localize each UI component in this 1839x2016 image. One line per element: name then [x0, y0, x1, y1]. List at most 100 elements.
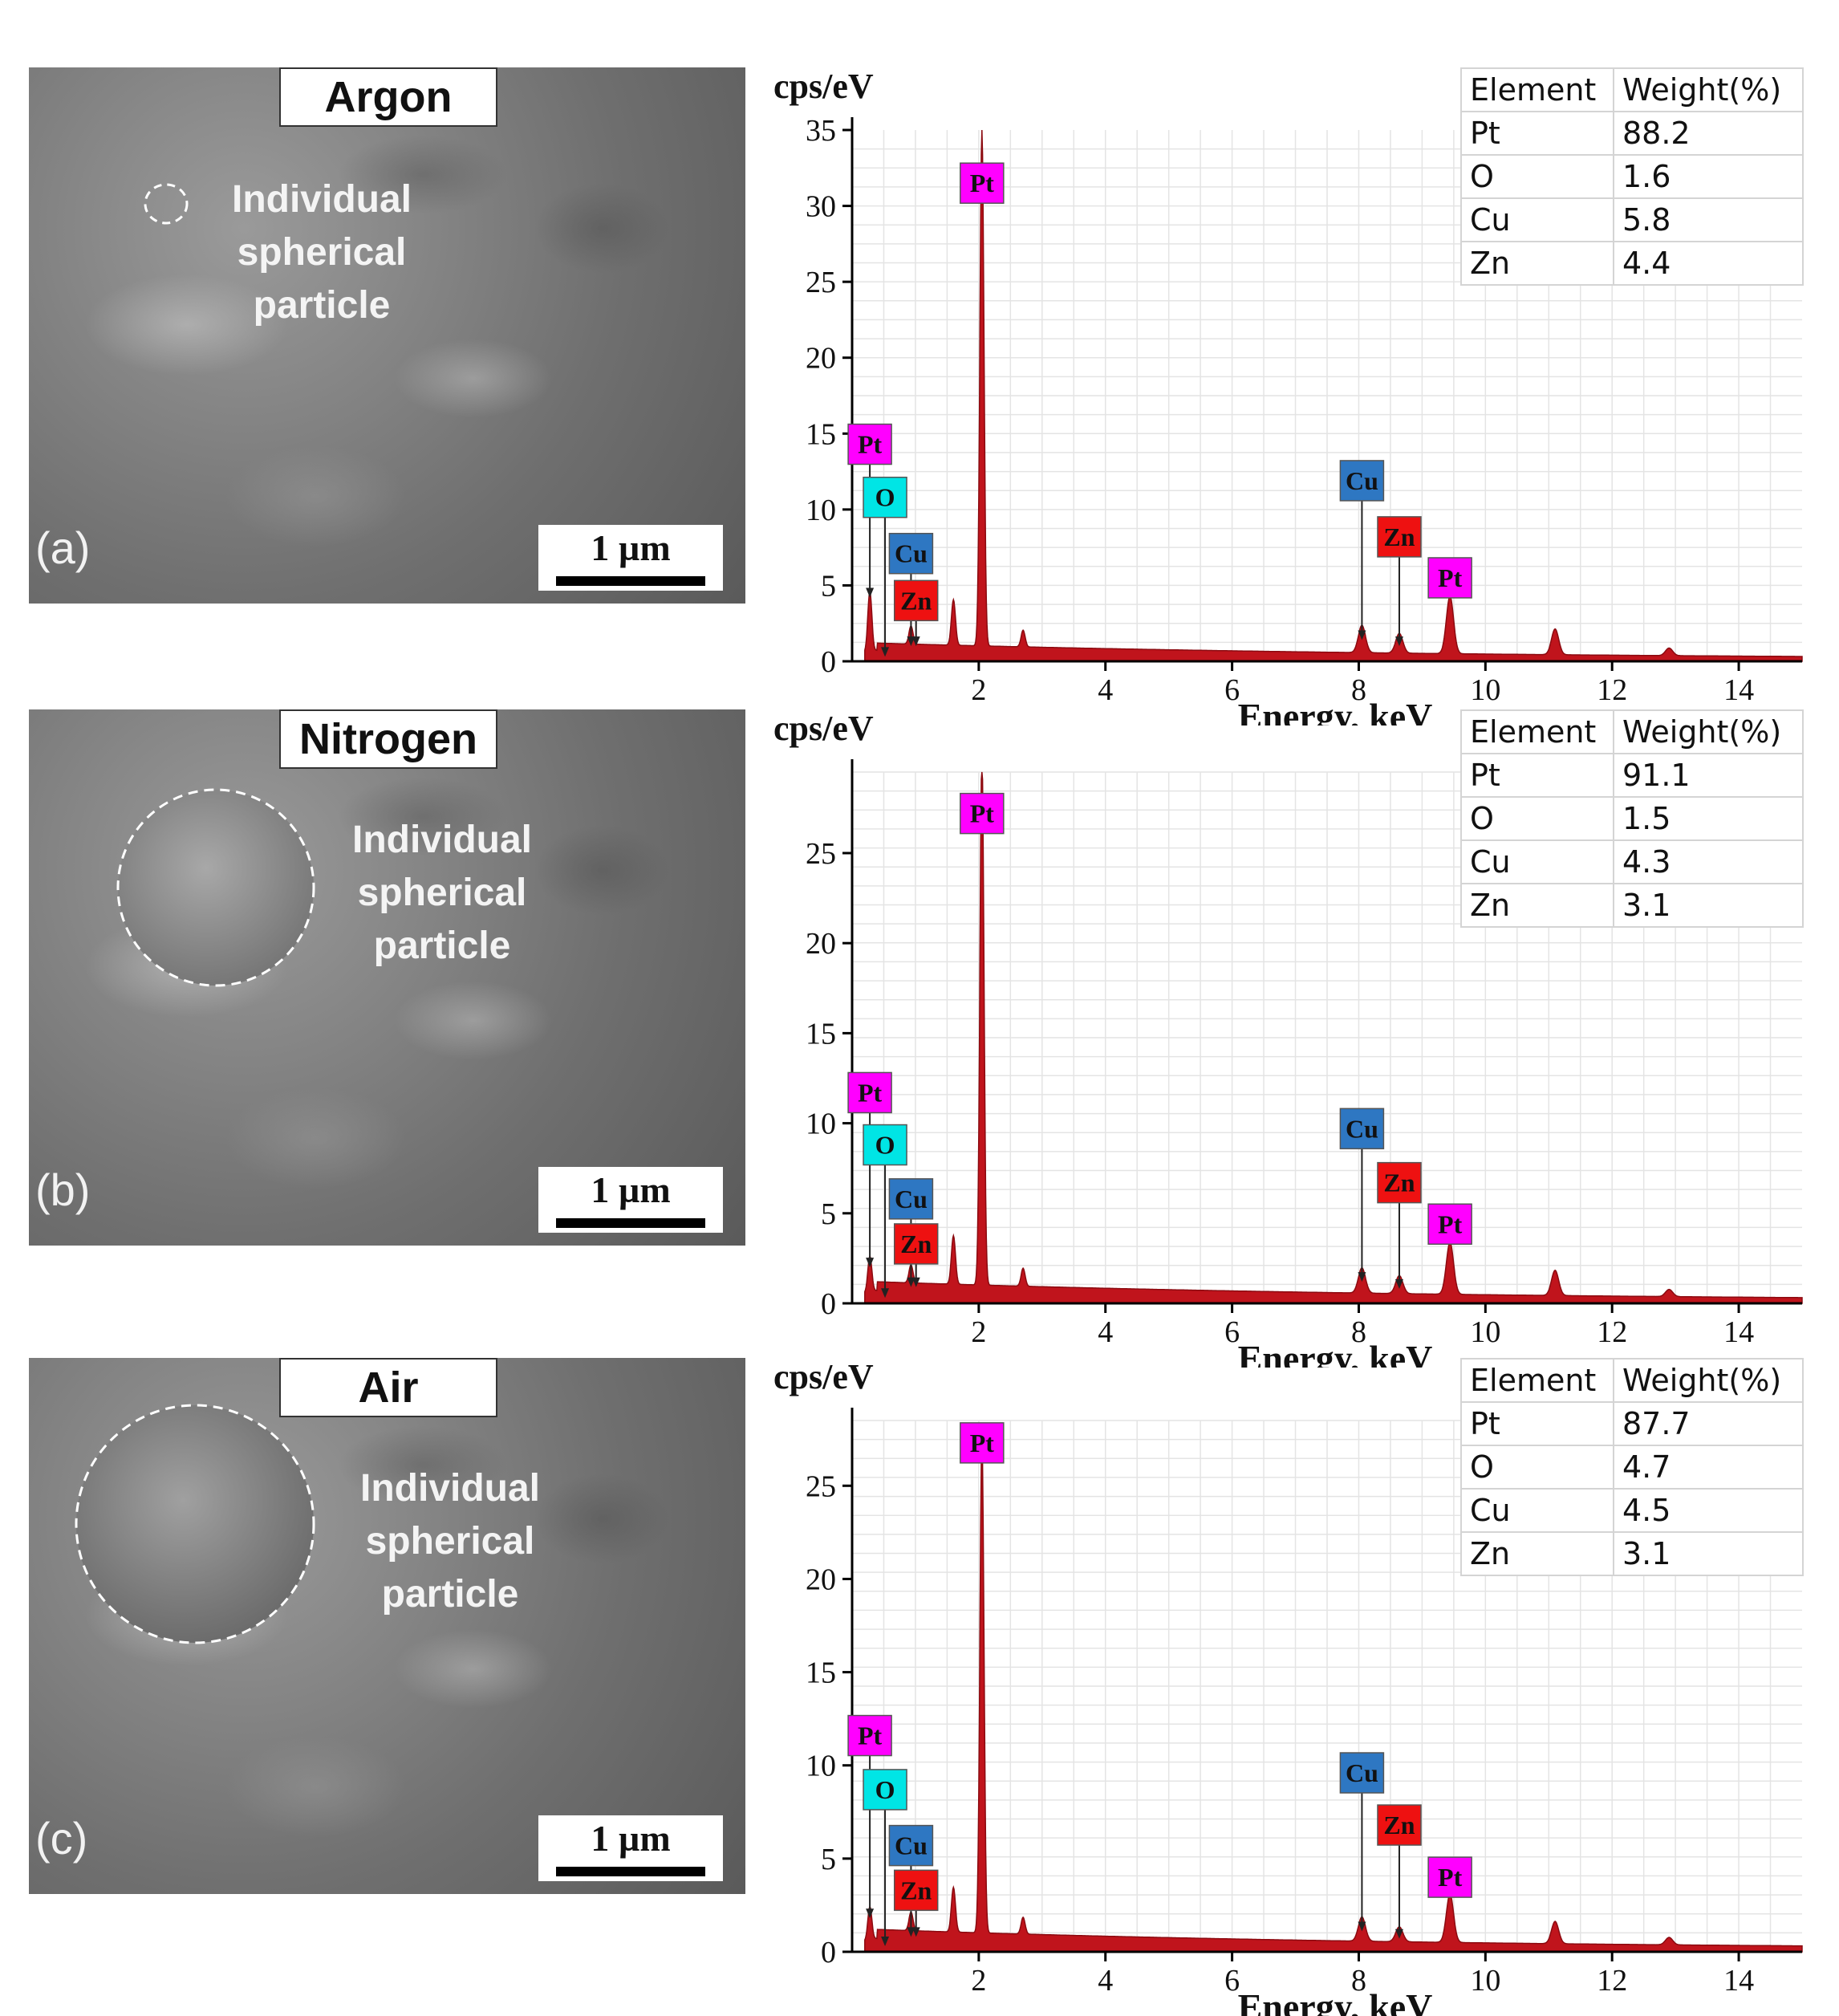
y-tick-label: 25: [806, 1469, 836, 1503]
y-tick-label: 15: [806, 1017, 836, 1051]
x-axis-label: Energy, keV: [1238, 1986, 1433, 2016]
table-row: Cu 4.5: [1460, 1488, 1804, 1533]
annotation-arrowhead: [907, 1927, 915, 1937]
y-tick-label: 25: [806, 266, 836, 299]
x-axis-label: Energy, keV: [1238, 1338, 1433, 1368]
particle-note-line: Individual: [231, 178, 412, 221]
particle-note-line: spherical: [365, 1520, 535, 1563]
scale-bar-box-c: 1 µm: [538, 1815, 723, 1881]
particle-outline-c: [75, 1404, 315, 1644]
table-row: Cu 5.8: [1460, 197, 1804, 242]
y-tick-label: 0: [821, 1936, 836, 1969]
panel-row-a: Argon Individual spherical particle (a) …: [0, 67, 1839, 726]
element-tag-label: Pt: [1438, 1209, 1463, 1238]
panel-letter-c: (c): [35, 1813, 88, 1864]
element-tag-label: O: [875, 1131, 895, 1160]
scale-bar-a: [556, 576, 705, 586]
spectrum-area: [864, 771, 1803, 1304]
particle-note-c: Individual spherical particle: [326, 1462, 574, 1621]
element-tag-cu: [1339, 1108, 1385, 1150]
element-tag-pt: [1427, 1856, 1472, 1898]
element-tag-label: Cu: [895, 1185, 928, 1213]
element-tag-label: Zn: [900, 1876, 932, 1904]
table-cell: Pt: [1460, 111, 1614, 156]
annotation-arrowhead: [881, 1937, 890, 1947]
x-tick-label: 12: [1597, 673, 1627, 707]
table-cell: Zn: [1460, 241, 1614, 286]
table-header-cell: Element: [1460, 1358, 1614, 1403]
x-tick-label: 4: [1098, 1964, 1113, 1998]
x-tick-label: 10: [1470, 1964, 1500, 1998]
table-row: Zn 4.4: [1460, 241, 1804, 286]
annotation-arrowhead: [911, 636, 920, 647]
table-row: Zn 3.1: [1460, 883, 1804, 928]
scale-bar-box-a: 1 µm: [538, 525, 723, 591]
chart-grid: [852, 130, 1802, 661]
table-row: O 1.5: [1460, 796, 1804, 841]
annotation-arrowhead: [1358, 1921, 1366, 1932]
particle-note-a: Individual spherical particle: [197, 173, 446, 332]
element-tag-pt: [960, 162, 1005, 204]
x-tick-label: 6: [1224, 673, 1240, 707]
y-tick-label: 35: [806, 114, 836, 148]
element-tag-pt: [847, 1714, 892, 1757]
x-tick-label: 6: [1224, 1315, 1240, 1349]
particle-note-line: spherical: [237, 231, 407, 274]
composition-table-c: Element Weight(%) Pt 87.7 O 4.7 Cu 4.5 Zn 3.1: [1460, 1358, 1804, 1576]
table-cell: O: [1460, 154, 1614, 199]
element-tag-label: Cu: [895, 539, 928, 568]
table-cell: 3.1: [1613, 1531, 1804, 1576]
table-cell: 1.6: [1613, 154, 1804, 199]
element-tag-label: Zn: [1383, 1811, 1415, 1839]
element-tag-label: Pt: [1438, 1863, 1463, 1892]
particle-note-b: Individual spherical particle: [318, 814, 566, 973]
atmosphere-label-c: Air: [279, 1358, 497, 1417]
element-tag-zn: [893, 579, 939, 622]
table-header-cell: Element: [1460, 709, 1614, 754]
scale-bar-b: [556, 1218, 705, 1228]
annotation-arrowhead: [881, 1288, 890, 1299]
particle-note-line: Individual: [359, 1467, 540, 1510]
element-tag-label: Pt: [970, 799, 995, 828]
annotation-arrowhead: [1394, 1279, 1403, 1290]
element-tag-label: Pt: [970, 169, 995, 197]
annotation-arrowhead: [1394, 1929, 1403, 1939]
element-tag-label: Zn: [900, 586, 932, 615]
atmosphere-label-a: Argon: [279, 67, 497, 127]
element-tag-o: [863, 1124, 907, 1166]
y-tick-label: 10: [806, 1108, 836, 1141]
element-tag-label: Cu: [1346, 1758, 1378, 1787]
particle-note-line: particle: [253, 284, 391, 327]
x-tick-label: 12: [1597, 1964, 1627, 1998]
y-tick-label: 25: [806, 837, 836, 871]
table-cell: Pt: [1460, 753, 1614, 798]
table-cell: 1.5: [1613, 796, 1804, 841]
element-tag-label: O: [875, 1775, 895, 1804]
element-tag-cu: [1339, 1752, 1385, 1794]
x-tick-label: 12: [1597, 1315, 1627, 1349]
scale-label-a: 1 µm: [591, 527, 671, 568]
particle-outline-b: [116, 788, 315, 987]
x-tick-label: 8: [1351, 1964, 1366, 1998]
x-tick-label: 4: [1098, 1315, 1113, 1349]
panel-row-c: Air Individual spherical particle (c) 1 …: [0, 1357, 1839, 2016]
table-cell: 3.1: [1613, 883, 1804, 928]
table-cell: Pt: [1460, 1401, 1614, 1446]
y-tick-label: 5: [821, 1843, 836, 1876]
y-axis-label: cps/eV: [773, 67, 874, 106]
annotation-arrowhead: [866, 1908, 875, 1919]
element-tag-pt: [960, 1422, 1005, 1464]
element-tag-cu: [888, 1178, 934, 1220]
panel-row-b: Nitrogen Individual spherical particle (…: [0, 709, 1839, 1368]
table-header-cell: Weight(%): [1613, 67, 1804, 112]
particle-note-line: spherical: [357, 872, 527, 914]
table-cell: 5.8: [1613, 197, 1804, 242]
annotation-arrowhead: [866, 1258, 875, 1268]
y-axis-label: cps/eV: [773, 1357, 874, 1396]
x-tick-label: 14: [1723, 673, 1754, 707]
element-tag-pt: [1427, 557, 1472, 599]
spectrum-area: [864, 1438, 1803, 1953]
element-tag-zn: [1377, 1161, 1422, 1204]
y-tick-label: 5: [821, 569, 836, 603]
annotation-arrowhead: [1358, 630, 1366, 640]
